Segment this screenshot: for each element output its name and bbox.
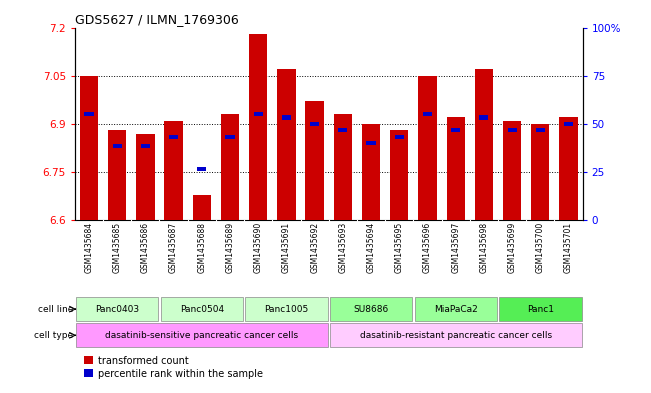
Text: GSM1435685: GSM1435685 [113,222,122,273]
Bar [76,297,158,321]
Text: GSM1435698: GSM1435698 [479,222,488,273]
Bar [536,128,545,132]
Text: SU8686: SU8686 [353,305,389,314]
Bar [390,130,408,220]
Bar [169,135,178,139]
Bar [499,297,581,321]
Bar [334,114,352,220]
Text: cell type: cell type [35,331,74,340]
Bar [564,122,573,126]
Text: GSM1435699: GSM1435699 [508,222,517,273]
Bar [330,323,581,347]
Bar [193,195,211,220]
Text: GSM1435688: GSM1435688 [197,222,206,273]
Text: GSM1435701: GSM1435701 [564,222,573,273]
Bar [415,297,497,321]
Bar [339,128,348,132]
Bar [221,114,239,220]
Bar [108,130,126,220]
Bar [423,112,432,116]
Bar [503,121,521,220]
Text: GDS5627 / ILMN_1769306: GDS5627 / ILMN_1769306 [75,13,239,26]
Bar [305,101,324,220]
Text: GSM1435684: GSM1435684 [85,222,94,273]
Bar [113,144,122,149]
Bar [531,124,549,220]
Legend: transformed count, percentile rank within the sample: transformed count, percentile rank withi… [79,352,267,382]
Text: MiaPaCa2: MiaPaCa2 [434,305,478,314]
Bar [475,69,493,220]
Text: Panc1: Panc1 [527,305,554,314]
Bar [367,141,376,145]
Text: GSM1435686: GSM1435686 [141,222,150,273]
Bar [76,323,327,347]
Text: GSM1435690: GSM1435690 [254,222,263,273]
Text: GSM1435700: GSM1435700 [536,222,545,273]
Bar [249,34,268,220]
Bar [85,112,94,116]
Text: GSM1435694: GSM1435694 [367,222,376,273]
Text: GSM1435693: GSM1435693 [339,222,348,273]
Bar [310,122,319,126]
Text: GSM1435692: GSM1435692 [310,222,319,273]
Text: dasatinib-sensitive pancreatic cancer cells: dasatinib-sensitive pancreatic cancer ce… [105,331,298,340]
Text: Panc0504: Panc0504 [180,305,224,314]
Bar [362,124,380,220]
Bar [197,167,206,171]
Bar [559,118,577,220]
Bar [80,76,98,220]
Text: dasatinib-resistant pancreatic cancer cells: dasatinib-resistant pancreatic cancer ce… [359,331,552,340]
Bar [136,134,154,220]
Text: GSM1435697: GSM1435697 [451,222,460,273]
Bar [165,121,183,220]
Bar [419,76,437,220]
Bar [447,118,465,220]
Bar [141,144,150,149]
Text: GSM1435695: GSM1435695 [395,222,404,273]
Bar [479,116,488,119]
Bar [282,116,291,119]
Bar [161,297,243,321]
Text: GSM1435696: GSM1435696 [423,222,432,273]
Bar [245,297,327,321]
Bar [254,112,263,116]
Bar [451,128,460,132]
Text: Panc0403: Panc0403 [95,305,139,314]
Text: cell line: cell line [38,305,74,314]
Text: GSM1435687: GSM1435687 [169,222,178,273]
Bar [395,135,404,139]
Bar [277,69,296,220]
Text: Panc1005: Panc1005 [264,305,309,314]
Bar [508,128,517,132]
Bar [330,297,412,321]
Text: GSM1435689: GSM1435689 [225,222,234,273]
Text: GSM1435691: GSM1435691 [282,222,291,273]
Bar [225,135,234,139]
